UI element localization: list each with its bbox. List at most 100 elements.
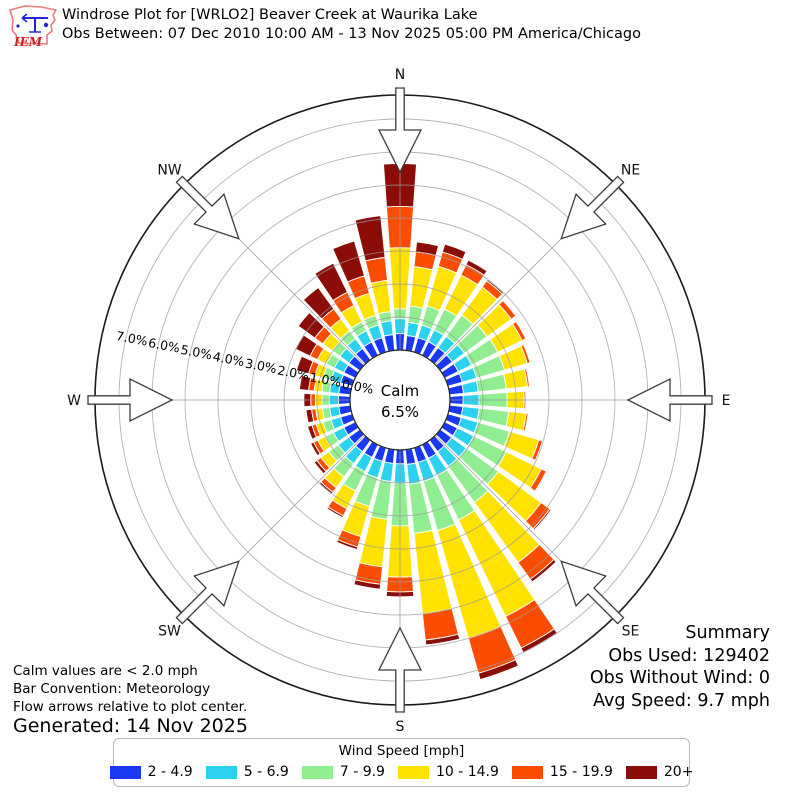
legend-swatch	[625, 765, 657, 779]
windrose-bar-segment	[524, 412, 529, 432]
calm-percent: 6.5%	[381, 403, 419, 421]
windrose-bar-segment	[338, 404, 353, 416]
windrose-bar-segment	[354, 215, 386, 262]
windrose-bar-segment	[379, 461, 394, 483]
flow-arrow	[377, 87, 423, 174]
flow-arrow	[175, 175, 240, 240]
summary-title: Summary	[685, 623, 770, 643]
legend-swatch	[109, 765, 141, 779]
windrose-bar-segment	[502, 299, 518, 317]
radial-tick-label: 1.0%	[309, 369, 343, 390]
radial-tick-label: 3.0%	[244, 356, 278, 377]
legend-label: 5 - 6.9	[243, 764, 289, 780]
compass-label-e: E	[722, 393, 731, 409]
iem-logo-text: IEM	[13, 35, 43, 49]
windrose-bar-segment	[525, 367, 531, 387]
radial-tick-label: 6.0%	[147, 335, 181, 356]
windrose-bar-segment	[364, 256, 388, 284]
windrose-bar-segment	[461, 380, 479, 394]
radial-tick-label: 7.0%	[115, 328, 149, 349]
windrose-bar-segment	[505, 410, 527, 432]
compass-label-nw: NW	[157, 162, 181, 178]
generated-date: Generated: 14 Nov 2025	[13, 715, 248, 737]
windrose-bar-segment	[298, 374, 312, 391]
legend-item: 2 - 4.9	[109, 764, 193, 780]
windrose-bar-segment	[336, 539, 359, 551]
legend-item: 15 - 19.9	[511, 764, 613, 780]
windrose-bar-segment	[460, 406, 480, 420]
windrose-bar-segment	[523, 344, 532, 364]
calm-note: Calm values are < 2.0 mph	[13, 663, 198, 679]
legend-label: 20+	[663, 764, 694, 780]
legend-item: 20+	[625, 764, 694, 780]
summary-obs-without-wind: Obs Without Wind: 0	[589, 668, 770, 688]
windrose-bar-segment	[406, 321, 420, 338]
summary-obs-used: Obs Used: 129402	[608, 645, 770, 666]
windrose-bar-segment	[380, 320, 394, 337]
iem-logo: IEM	[6, 2, 60, 52]
windrose-bar-segment	[447, 384, 465, 396]
windrose-bar-segment	[384, 447, 396, 465]
bar-convention-note: Bar Convention: Meteorology	[13, 681, 211, 697]
weather-vane-icon	[16, 13, 49, 33]
windrose-bar-segment	[313, 459, 327, 475]
plot-subtitle: Obs Between: 07 Dec 2010 10:00 AM - 13 N…	[62, 26, 641, 42]
radial-tick-label: 4.0%	[212, 349, 246, 370]
flow-arrow	[560, 175, 625, 240]
legend-label: 15 - 19.9	[549, 764, 613, 780]
windrose-bar-segment	[407, 305, 424, 325]
legend-label: 10 - 14.9	[435, 764, 499, 780]
compass-label-n: N	[395, 67, 405, 83]
summary-avg-speed: Avg Speed: 9.7 mph	[593, 690, 770, 711]
windrose-bar-segment	[295, 355, 314, 375]
windrose-bar-segment	[515, 320, 528, 340]
windrose-bar-segment	[529, 558, 557, 583]
windrose-bar-segment	[332, 240, 365, 283]
compass-label-sw: SW	[158, 624, 181, 640]
flow-arrow	[560, 560, 625, 625]
flow-arrow	[377, 626, 423, 713]
calm-circle	[349, 349, 451, 451]
compass-label-s: S	[396, 719, 405, 735]
calm-label: Calm	[381, 382, 419, 400]
radial-tick-label: 2.0%	[276, 362, 310, 383]
windrose-bar-segment	[306, 424, 317, 440]
windrose-bar-segment	[441, 243, 467, 260]
windrose-bar-segment	[353, 579, 382, 590]
radial-tick-label: 0.0%	[341, 376, 375, 397]
legend-item: 7 - 9.9	[301, 764, 385, 780]
windrose-bar-segment	[404, 335, 417, 353]
iowa-outline	[9, 5, 57, 45]
legend-swatch	[205, 765, 237, 779]
windrose-bar-segment	[305, 408, 315, 424]
legend-item: 5 - 6.9	[205, 764, 289, 780]
legend-swatch	[397, 765, 429, 779]
wind-speed-legend: Wind Speed [mph] 2 - 4.9 5 - 6.9 7 - 9.9 10…	[109, 738, 693, 787]
windrose-bar-segment	[532, 508, 552, 531]
flow-arrow	[175, 560, 240, 625]
legend-swatch	[511, 765, 543, 779]
legend-label: 7 - 9.9	[339, 764, 385, 780]
windrose-bar-segment	[477, 659, 519, 681]
compass-label-se: SE	[622, 624, 640, 640]
flow-arrows-note: Flow arrows relative to plot center.	[13, 699, 248, 715]
windrose-bar-segment	[404, 447, 417, 465]
legend-label: 2 - 4.9	[147, 764, 193, 780]
legend-swatch	[301, 765, 333, 779]
flow-arrow	[87, 377, 174, 423]
iem-logo-graphic: IEM	[9, 5, 57, 49]
flow-arrow	[626, 377, 713, 423]
windrose-bar-segment	[326, 506, 345, 519]
compass-label-ne: NE	[621, 162, 640, 178]
footnotes: Calm values are < 2.0 mph Bar Convention…	[13, 662, 248, 737]
plot-header: Windrose Plot for [WRLO2] Beaver Creek a…	[62, 6, 641, 44]
windrose-bar-segment	[534, 470, 548, 493]
legend-items: 2 - 4.9 5 - 6.9 7 - 9.9 10 - 14.9 15 - 19.9 2…	[109, 764, 693, 780]
summary-block: Summary Obs Used: 129402 Obs Without Win…	[590, 622, 770, 712]
windrose-bar-segment	[309, 441, 321, 457]
windrose-bar-segment	[424, 633, 461, 646]
plot-title: Windrose Plot for [WRLO2] Beaver Creek a…	[62, 7, 478, 23]
legend-title: Wind Speed [mph]	[338, 743, 465, 759]
